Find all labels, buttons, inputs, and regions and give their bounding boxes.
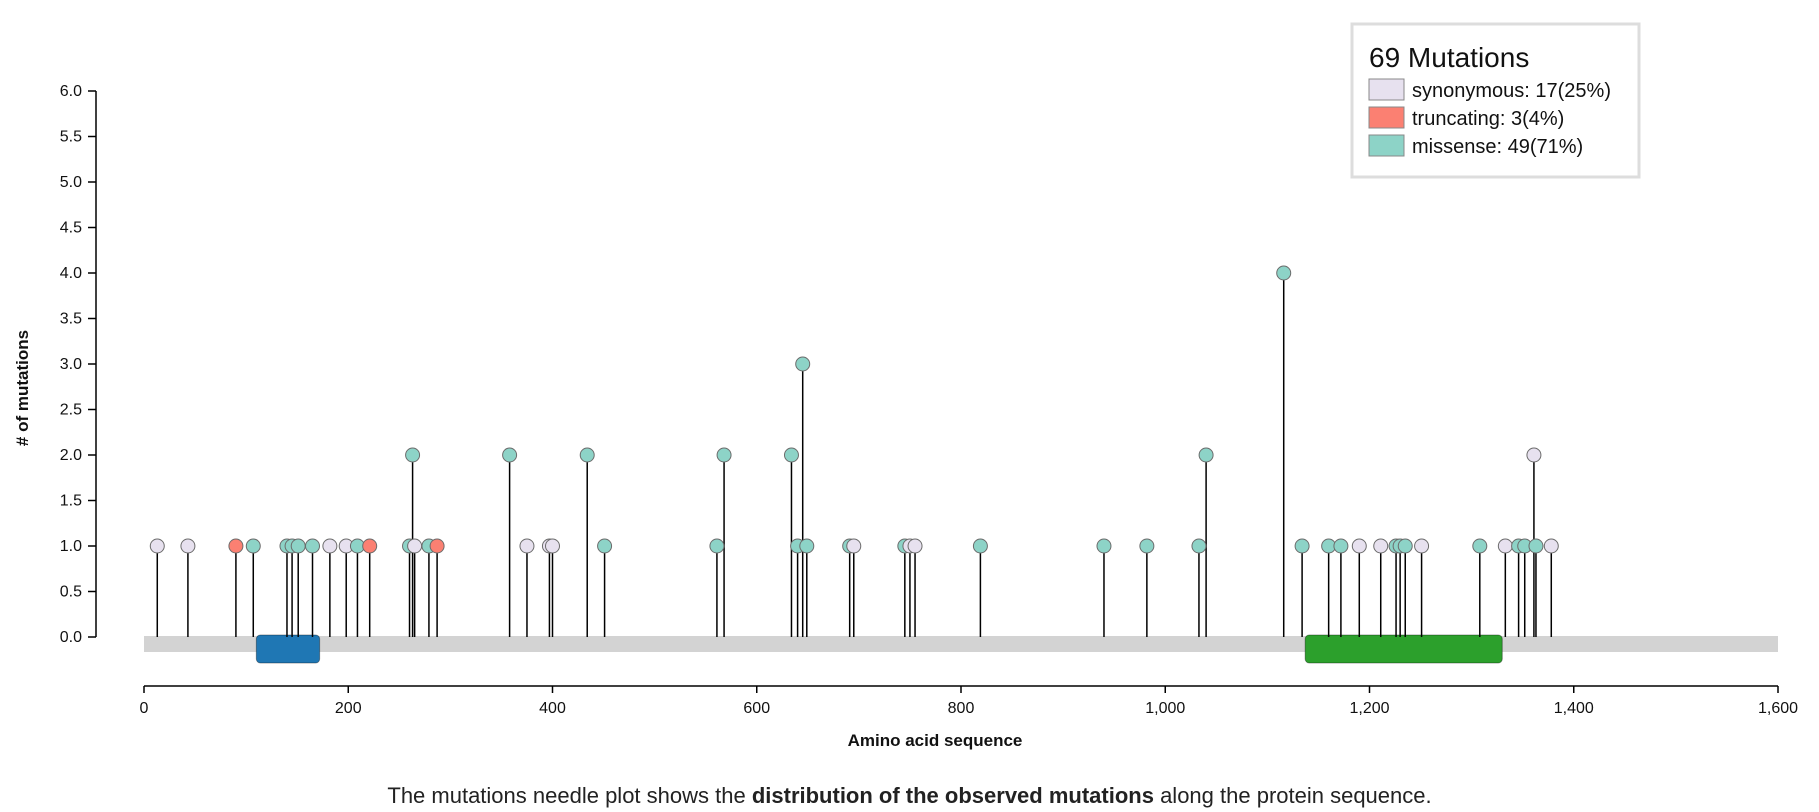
mutation-head-missense <box>783 447 799 463</box>
mutation-head-synonymous <box>322 538 338 554</box>
mutation-head-synonymous <box>519 538 535 554</box>
y-axis-title: # of mutations <box>13 330 32 446</box>
protein-backbone-bar <box>144 636 1778 652</box>
legend-swatch-missense <box>1368 134 1405 157</box>
mutation-head-synonymous <box>149 538 165 554</box>
mutation-head-missense <box>1139 538 1155 554</box>
y-tick-label: 3.0 <box>60 356 82 373</box>
legend-title: 69 Mutations <box>1369 42 1529 73</box>
mutation-head-synonymous <box>1526 447 1542 463</box>
mutation-head-missense <box>1276 265 1292 281</box>
mutation-head-missense <box>799 538 815 554</box>
mutation-head-missense <box>972 538 988 554</box>
mutation-head-missense <box>597 538 613 554</box>
mutation-head-synonymous <box>1351 538 1367 554</box>
mutation-head-missense <box>716 447 732 463</box>
x-tick-label: 0 <box>140 700 149 717</box>
mutation-head-missense <box>1397 538 1413 554</box>
protein-domains <box>255 634 1503 664</box>
caption-emphasis: distribution of the observed mutations <box>751 783 1154 808</box>
mutation-head-missense <box>1198 447 1214 463</box>
protein-domain-1 <box>255 634 321 664</box>
mutation-head-missense <box>709 538 725 554</box>
mutation-head-synonymous <box>407 538 423 554</box>
mutation-head-truncating <box>228 538 244 554</box>
mutation-head-missense <box>1333 538 1349 554</box>
x-axis-title: Amino acid sequence <box>848 731 1023 750</box>
mutation-head-missense <box>405 447 421 463</box>
mutation-head-truncating <box>429 538 445 554</box>
protein-backbone <box>144 636 1778 652</box>
mutation-head-missense <box>1528 538 1544 554</box>
mutation-head-synonymous <box>1373 538 1389 554</box>
x-tick-label: 1,000 <box>1145 700 1185 717</box>
caption-suffix: along the protein sequence. <box>1153 783 1432 808</box>
y-tick-label: 1.5 <box>60 493 82 510</box>
mutation-head-synonymous <box>1543 538 1559 554</box>
mutation-head-synonymous <box>1414 538 1430 554</box>
mutation-head-missense <box>579 447 595 463</box>
y-tick-label: 5.5 <box>60 129 82 146</box>
mutation-head-synonymous <box>1497 538 1513 554</box>
mutation-head-synonymous <box>846 538 862 554</box>
legend: 69 Mutations synonymous: 17(25%) truncati… <box>1350 22 1641 179</box>
y-tick-label: 4.0 <box>60 265 82 282</box>
y-tick-label: 2.5 <box>60 402 82 419</box>
mutation-head-missense <box>795 356 811 372</box>
needle-plot: 0.00.51.01.52.02.53.03.54.04.55.05.56.0 … <box>13 22 1798 750</box>
legend-label-synonymous: synonymous: 17(25%) <box>1412 80 1611 102</box>
mutation-head-truncating <box>362 538 378 554</box>
y-tick-label: 1.0 <box>60 538 82 555</box>
legend-label-missense: missense: 49(71%) <box>1412 136 1583 158</box>
legend-swatch-synonymous <box>1368 78 1405 101</box>
y-tick-label: 6.0 <box>60 83 82 100</box>
y-tick-label: 4.5 <box>60 220 82 237</box>
y-tick-label: 0.5 <box>60 584 82 601</box>
y-tick-label: 2.0 <box>60 447 82 464</box>
mutation-head-missense <box>502 447 518 463</box>
x-tick-label: 600 <box>743 700 770 717</box>
legend-swatch-truncating <box>1368 106 1405 129</box>
caption-prefix: The mutations needle plot shows the <box>387 783 752 808</box>
x-tick-label: 800 <box>948 700 975 717</box>
x-axis: 0 200 400 600 800 1,000 1,200 1,400 1,600 <box>140 685 1798 717</box>
x-tick-label: 200 <box>335 700 362 717</box>
x-tick-label: 1,200 <box>1349 700 1389 717</box>
mutation-head-missense <box>290 538 306 554</box>
x-tick-label: 400 <box>539 700 566 717</box>
y-tick-label: 5.0 <box>60 174 82 191</box>
mutation-head-missense <box>1096 538 1112 554</box>
plot-caption: The mutations needle plot shows the dist… <box>0 783 1819 809</box>
y-axis: 0.0 0.5 1.0 1.5 2.0 2.5 3.0 3.5 4.0 4.5 5.0 5.5 6.0 <box>60 83 97 646</box>
mutation-head-synonymous <box>545 538 560 554</box>
mutation-head-missense <box>245 538 261 554</box>
legend-label-truncating: truncating: 3(4%) <box>1412 108 1564 130</box>
mutation-head-missense <box>1294 538 1310 554</box>
mutation-needles <box>149 265 1559 637</box>
mutation-head-synonymous <box>180 538 196 554</box>
x-tick-label: 1,600 <box>1758 700 1798 717</box>
mutation-head-missense <box>1191 538 1207 554</box>
mutation-head-synonymous <box>907 538 923 554</box>
protein-domain-2 <box>1304 634 1503 664</box>
x-tick-label: 1,400 <box>1554 700 1594 717</box>
mutation-head-missense <box>305 538 321 554</box>
mutation-head-missense <box>1472 538 1488 554</box>
y-tick-label: 0.0 <box>60 629 82 646</box>
y-tick-label: 3.5 <box>60 311 82 328</box>
